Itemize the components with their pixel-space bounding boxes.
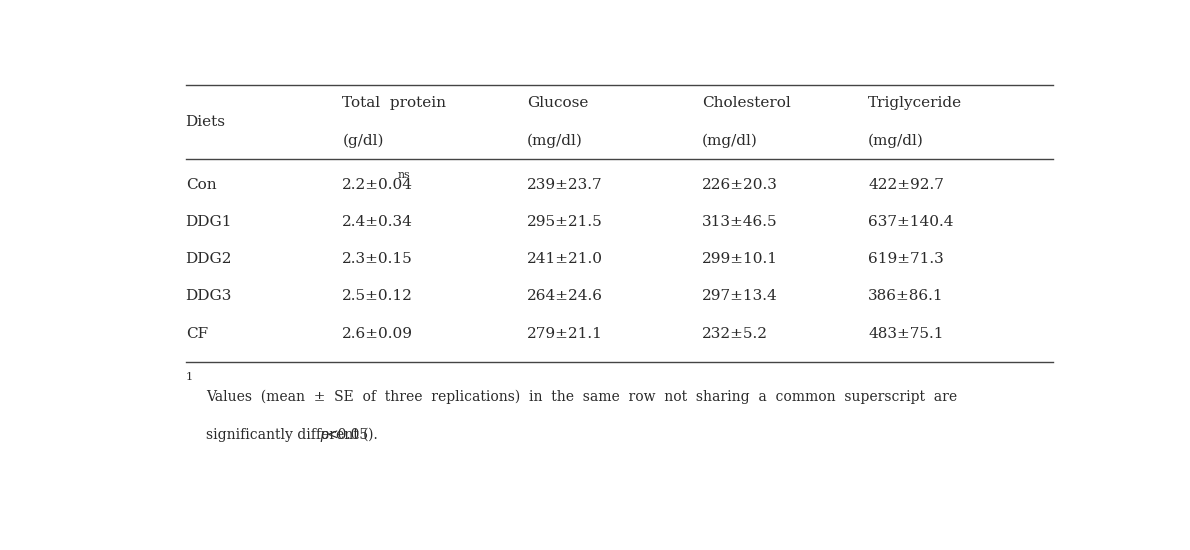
Text: 297±13.4: 297±13.4 [702,289,778,304]
Text: (mg/dl): (mg/dl) [527,134,583,148]
Text: (mg/dl): (mg/dl) [702,134,758,148]
Text: 226±20.3: 226±20.3 [702,178,778,191]
Text: Diets: Diets [186,115,226,129]
Text: Triglyceride: Triglyceride [869,96,963,110]
Text: DDG1: DDG1 [186,215,232,229]
Text: Cholesterol: Cholesterol [702,96,791,110]
Text: p: p [319,428,328,442]
Text: 1: 1 [186,372,193,382]
Text: Total  protein: Total protein [343,96,446,110]
Text: (mg/dl): (mg/dl) [869,134,923,148]
Text: DDG3: DDG3 [186,289,232,304]
Text: 2.3±0.15: 2.3±0.15 [343,252,413,266]
Text: 279±21.1: 279±21.1 [527,327,603,340]
Text: 2.6±0.09: 2.6±0.09 [343,327,413,340]
Text: 637±140.4: 637±140.4 [869,215,953,229]
Text: Glucose: Glucose [527,96,588,110]
Text: 295±21.5: 295±21.5 [527,215,602,229]
Text: DDG2: DDG2 [186,252,232,266]
Text: Con: Con [186,178,217,191]
Text: 313±46.5: 313±46.5 [702,215,778,229]
Text: 299±10.1: 299±10.1 [702,252,778,266]
Text: 239±23.7: 239±23.7 [527,178,602,191]
Text: 2.5±0.12: 2.5±0.12 [343,289,413,304]
Text: significantly different (: significantly different ( [206,428,369,443]
Text: 232±5.2: 232±5.2 [702,327,768,340]
Text: ns: ns [397,170,411,180]
Text: 2.2±0.04: 2.2±0.04 [343,178,413,191]
Text: 2.4±0.34: 2.4±0.34 [343,215,413,229]
Text: 483±75.1: 483±75.1 [869,327,944,340]
Text: (g/dl): (g/dl) [343,134,384,148]
Text: 422±92.7: 422±92.7 [869,178,944,191]
Text: CF: CF [186,327,208,340]
Text: <0.05).: <0.05). [326,428,378,442]
Text: 619±71.3: 619±71.3 [869,252,944,266]
Text: 386±86.1: 386±86.1 [869,289,944,304]
Text: 241±21.0: 241±21.0 [527,252,603,266]
Text: 264±24.6: 264±24.6 [527,289,603,304]
Text: Values  (mean  ±  SE  of  three  replications)  in  the  same  row  not  sharing: Values (mean ± SE of three replications)… [206,390,957,404]
